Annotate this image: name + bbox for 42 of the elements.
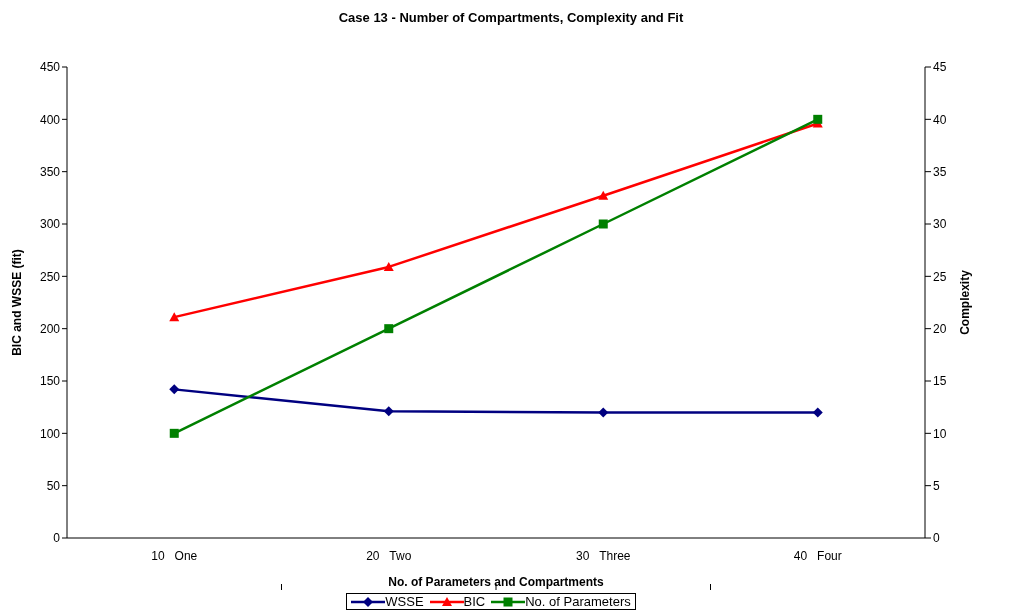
y-tick-label: 300 — [39, 217, 61, 232]
y2-tick-label: 35 — [933, 164, 947, 179]
point — [383, 261, 394, 271]
legend-label: WSSE — [384, 594, 424, 609]
point — [598, 219, 608, 229]
y-tick-label: 400 — [39, 112, 61, 127]
y2-tick-label: 40 — [933, 112, 947, 127]
legend-label: No. of Parameters — [524, 594, 631, 609]
point — [598, 190, 609, 200]
point — [169, 384, 180, 395]
y-tick-label: 450 — [39, 60, 61, 75]
point — [598, 407, 609, 418]
y2-tick-label: 30 — [933, 217, 947, 232]
point — [384, 324, 394, 334]
point — [812, 407, 823, 418]
y2-axis-title: Complexity — [958, 269, 973, 335]
y-tick-label: 150 — [39, 374, 61, 389]
x-tick-label: 10 One — [151, 549, 198, 563]
chart-title: Case 13 - Number of Compartments, Complexity and Fit — [337, 10, 685, 25]
y2-tick-label: 20 — [933, 321, 947, 336]
y-tick-label: 50 — [46, 478, 61, 493]
point — [169, 312, 180, 322]
y-tick-label: 0 — [53, 531, 61, 546]
y-tick-label: 200 — [39, 321, 61, 336]
point — [383, 406, 394, 417]
y2-tick-label: 15 — [933, 374, 947, 389]
point — [169, 428, 179, 438]
point — [813, 114, 823, 124]
legend-label: BIC — [462, 594, 486, 609]
y2-tick-label: 10 — [933, 426, 947, 441]
y-tick-label: 350 — [39, 164, 61, 179]
y-tick-label: 100 — [39, 426, 61, 441]
x-axis-title: No. of Parameters and Compartments — [388, 575, 605, 589]
y-tick-label: 250 — [39, 269, 61, 284]
x-tick-label: 20 Two — [366, 549, 412, 563]
y2-tick-label: 5 — [933, 478, 940, 493]
y2-tick-label: 0 — [933, 531, 940, 546]
x-tick-label: 40 Four — [793, 549, 842, 563]
y2-tick-label: 45 — [933, 60, 947, 75]
x-tick-label: 30 Three — [576, 549, 631, 563]
y2-tick-label: 25 — [933, 269, 947, 284]
y-axis-title: BIC and WSSE (fit) — [10, 249, 25, 356]
